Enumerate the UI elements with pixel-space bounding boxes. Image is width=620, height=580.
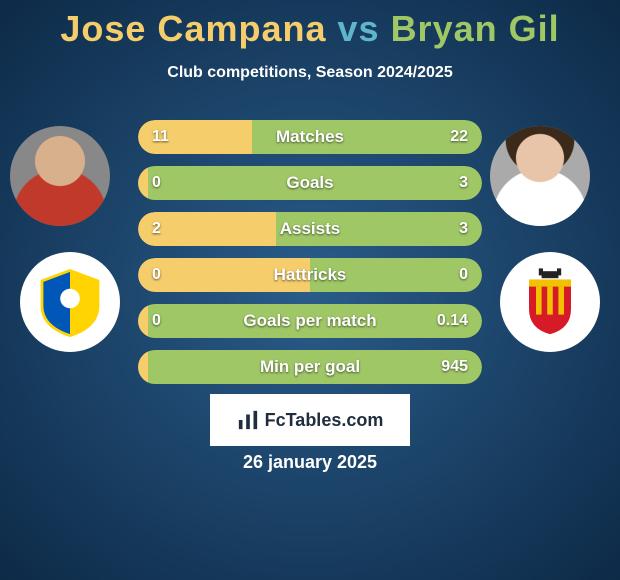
stat-label: Assists xyxy=(138,212,482,246)
brand-box: FcTables.com xyxy=(210,394,410,446)
comparison-title: Jose Campana vs Bryan Gil xyxy=(0,0,620,50)
stat-bar: 1122Matches xyxy=(138,120,482,154)
brand-label: FcTables.com xyxy=(265,410,384,431)
player2-club-logo xyxy=(500,252,600,352)
stat-label: Goals per match xyxy=(138,304,482,338)
player1-club-logo xyxy=(20,252,120,352)
stat-bar: 03Goals xyxy=(138,166,482,200)
stat-label: Matches xyxy=(138,120,482,154)
stat-bar: 00Hattricks xyxy=(138,258,482,292)
brand-chart-icon xyxy=(237,409,259,431)
girona-crest-icon xyxy=(500,252,600,352)
player2-avatar xyxy=(490,126,590,226)
stat-bar: 945Min per goal xyxy=(138,350,482,384)
player1-name: Jose Campana xyxy=(60,8,326,49)
vs-separator: vs xyxy=(338,8,380,49)
stat-label: Goals xyxy=(138,166,482,200)
stat-bar: 23Assists xyxy=(138,212,482,246)
subtitle: Club competitions, Season 2024/2025 xyxy=(0,64,620,82)
player2-name: Bryan Gil xyxy=(391,8,560,49)
avatar-placeholder-icon xyxy=(490,126,590,226)
las-palmas-crest-icon xyxy=(20,252,120,352)
stat-bar: 00.14Goals per match xyxy=(138,304,482,338)
stat-label: Min per goal xyxy=(138,350,482,384)
player1-avatar xyxy=(10,126,110,226)
date-stamp: 26 january 2025 xyxy=(0,452,620,473)
stat-label: Hattricks xyxy=(138,258,482,292)
avatar-placeholder-icon xyxy=(10,126,110,226)
stat-bars-container: 1122Matches 03Goals 23Assists 00Hattricks 00… xyxy=(138,120,482,396)
